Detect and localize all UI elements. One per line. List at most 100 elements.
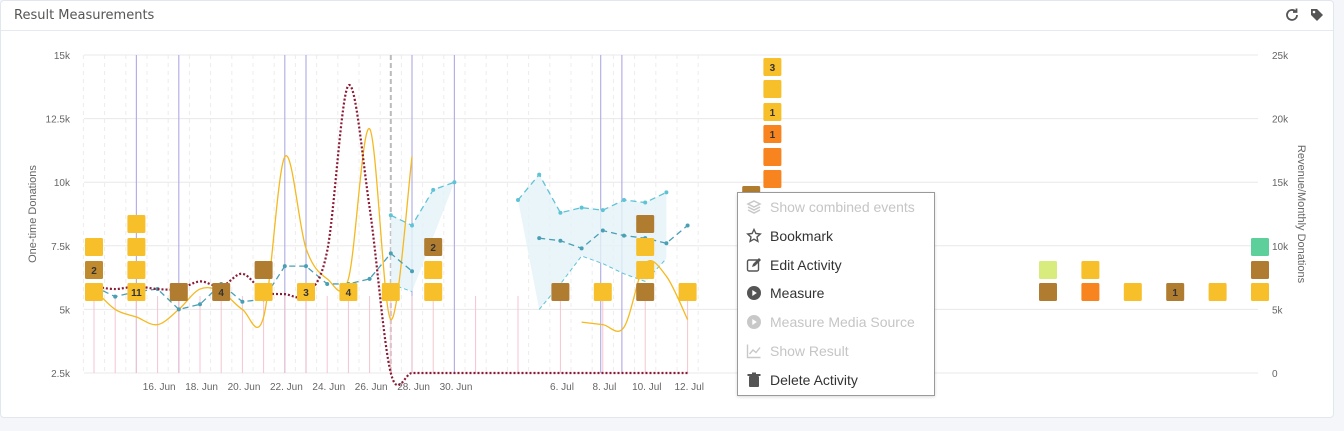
series-line — [93, 128, 413, 328]
delete-activity-item[interactable]: Delete Activity — [738, 366, 934, 394]
data-point — [410, 269, 414, 274]
event-marker — [424, 261, 443, 279]
event-marker — [254, 261, 273, 279]
data-point — [304, 264, 308, 269]
y-right-axis-label: Revenue/Monthly Donations — [1295, 145, 1307, 284]
trash-icon — [746, 372, 762, 388]
context-menu-label: Measure Media Source — [770, 314, 915, 330]
event-marker — [381, 283, 400, 301]
event-marker — [763, 125, 782, 143]
context-menu-label: Measure — [770, 285, 825, 301]
event-marker — [424, 283, 443, 301]
data-point — [452, 180, 457, 185]
y-left-tick-label: 5k — [59, 305, 71, 316]
context-menu-label: Show combined events — [770, 199, 915, 215]
event-marker — [1039, 261, 1057, 279]
event-marker — [297, 283, 315, 301]
event-marker — [85, 238, 103, 256]
context-menu-label: Show Result — [770, 343, 849, 359]
event-marker — [763, 103, 782, 121]
series-line — [581, 260, 689, 332]
data-point — [622, 198, 626, 203]
context-menu-label: Edit Activity — [770, 257, 842, 273]
event-marker — [763, 80, 782, 98]
data-point — [367, 276, 372, 281]
data-point — [558, 238, 563, 243]
x-tick-label: 26. Jun — [355, 382, 388, 393]
y-right-tick-label: 25k — [1272, 51, 1289, 62]
series-line — [93, 84, 688, 387]
data-point — [600, 228, 605, 233]
event-marker — [1081, 261, 1100, 279]
event-marker — [85, 283, 103, 301]
data-point — [431, 187, 436, 192]
series-line — [517, 173, 667, 214]
x-tick-label: 12. Jul — [674, 382, 703, 393]
event-marker — [763, 170, 782, 188]
data-point — [113, 294, 118, 299]
x-tick-label: 22. Jun — [270, 382, 303, 393]
event-marker — [212, 283, 231, 301]
tag-icon[interactable] — [1309, 7, 1325, 23]
event-marker — [636, 215, 655, 233]
event-marker-count: 2 — [91, 266, 97, 277]
x-tick-label: 18. Jun — [185, 382, 218, 393]
measure-item[interactable]: Measure — [738, 279, 934, 307]
context-menu-label: Delete Activity — [770, 372, 858, 388]
y-right-tick-label: 20k — [1272, 115, 1289, 126]
data-point — [176, 307, 181, 312]
edit-activity-item[interactable]: Edit Activity — [738, 251, 934, 279]
x-tick-label: 10. Jul — [632, 382, 661, 393]
event-marker-count: 1 — [770, 130, 776, 141]
y-right-tick-label: 10k — [1272, 242, 1289, 253]
event-marker — [254, 283, 273, 301]
context-menu-label: Bookmark — [770, 228, 834, 244]
result-measurements-panel: Result Measurements — [0, 0, 1334, 418]
event-marker-count: 3 — [303, 288, 309, 299]
series-line — [539, 224, 689, 250]
x-tick-label: 16. Jun — [143, 382, 176, 393]
data-point — [388, 251, 393, 256]
refresh-icon[interactable] — [1284, 7, 1300, 23]
event-marker — [593, 283, 612, 301]
y-left-tick-label: 10k — [54, 178, 71, 189]
event-marker — [1123, 283, 1142, 301]
data-point — [685, 223, 690, 228]
event-marker — [127, 238, 146, 256]
forecast-band — [390, 182, 455, 292]
event-marker — [763, 58, 782, 76]
y-left-tick-label: 2.5k — [51, 369, 71, 380]
play-circle-icon — [746, 314, 762, 330]
bookmark-item[interactable]: Bookmark — [738, 222, 934, 250]
event-marker — [127, 283, 146, 301]
event-marker — [127, 215, 146, 233]
event-marker — [678, 283, 697, 301]
data-point — [579, 205, 584, 210]
data-point — [240, 299, 245, 304]
event-marker — [763, 148, 782, 166]
y-right-tick-label: 0 — [1272, 369, 1278, 380]
y-right-tick-label: 5k — [1272, 305, 1284, 316]
band-lower-line — [538, 255, 667, 310]
x-tick-label: 28. Jun — [397, 382, 430, 393]
x-tick-label: 8. Jul — [592, 382, 616, 393]
event-marker-count: 4 — [218, 288, 224, 299]
data-point — [325, 281, 330, 286]
data-point — [579, 246, 584, 251]
chart-icon — [746, 343, 762, 359]
data-point — [282, 264, 287, 269]
event-marker — [551, 283, 570, 301]
star-icon — [746, 228, 762, 244]
y-right-tick-label: 15k — [1272, 178, 1289, 189]
edit-icon — [746, 257, 762, 273]
event-marker — [127, 261, 146, 279]
data-point — [600, 208, 605, 213]
event-marker — [85, 261, 103, 279]
data-point — [388, 213, 393, 218]
event-marker — [1251, 283, 1269, 301]
data-point — [537, 236, 542, 241]
panel-header: Result Measurements — [1, 1, 1333, 31]
event-marker — [1251, 238, 1269, 256]
event-marker-count: 4 — [346, 288, 352, 299]
y-left-tick-label: 12.5k — [46, 115, 71, 126]
